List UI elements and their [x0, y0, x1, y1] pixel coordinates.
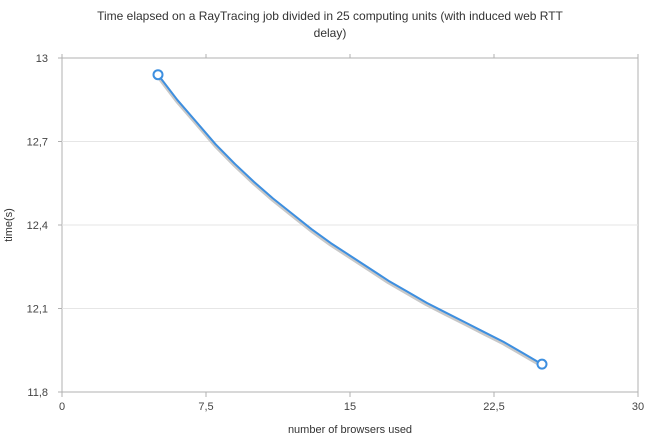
y-tick-label: 13: [36, 53, 48, 65]
chart-title-line: delay): [314, 26, 347, 40]
y-tick-label: 12,7: [27, 137, 48, 149]
x-tick-label: 15: [344, 401, 356, 413]
data-point: [152, 69, 164, 81]
y-tick-label: 11,8: [27, 387, 48, 399]
x-tick-label: 22,5: [483, 401, 504, 413]
x-tick-label: 7,5: [198, 401, 213, 413]
x-axis-ticks: 0 7,5 15 22,5 30: [59, 54, 644, 413]
x-tick-label: 30: [632, 401, 644, 413]
chart-title: Time elapsed on a RayTracing job divided…: [97, 9, 563, 40]
series-layer: [152, 69, 548, 370]
data-point: [536, 358, 548, 370]
grid-lines: [62, 141, 638, 309]
y-tick-label: 12,4: [27, 220, 48, 232]
series-line: [157, 73, 543, 366]
x-tick-label: 0: [59, 401, 65, 413]
series-line-shadow: [156, 74, 544, 368]
chart-title-line: Time elapsed on a RayTracing job divided…: [97, 9, 563, 23]
y-axis-ticks: 11,8 12,1 12,4 12,7 13: [27, 53, 62, 399]
y-tick-label: 12,1: [27, 304, 48, 316]
x-axis-label: number of browsers used: [288, 424, 412, 436]
y-axis-label: time(s): [3, 208, 15, 242]
